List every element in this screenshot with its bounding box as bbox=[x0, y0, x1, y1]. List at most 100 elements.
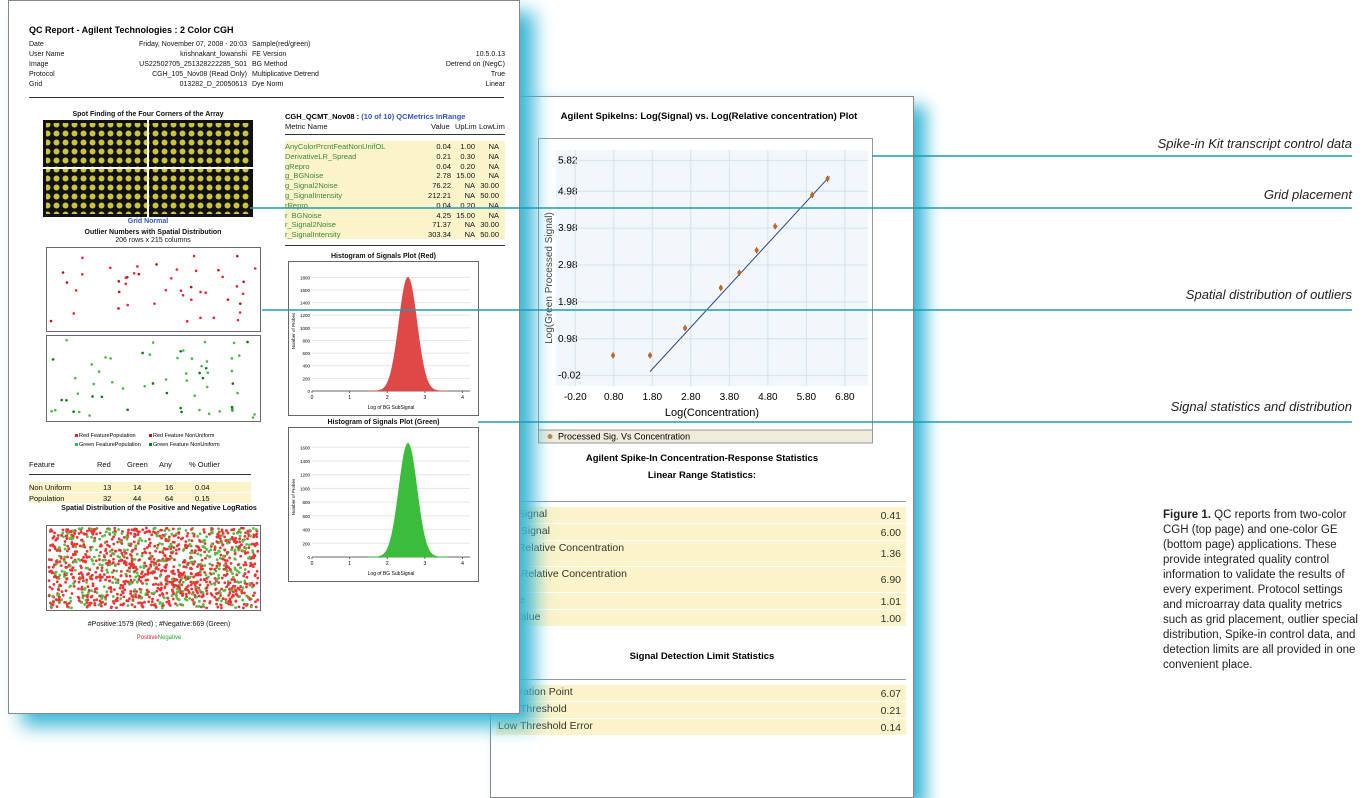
histogram-shape bbox=[367, 276, 448, 392]
data-point bbox=[810, 192, 815, 197]
outlier-dot bbox=[137, 272, 141, 276]
logratio-dot bbox=[85, 580, 88, 584]
table-cell: 0.21 bbox=[436, 151, 451, 161]
legend-entry: Red FeaturePopulation bbox=[75, 433, 136, 439]
logratio-dot bbox=[88, 601, 92, 605]
logratio-dot bbox=[251, 549, 255, 553]
header-label: User Name bbox=[29, 51, 65, 58]
logratio-dot bbox=[225, 569, 229, 572]
logratio-dot bbox=[153, 526, 157, 530]
logratio-dot bbox=[195, 581, 198, 585]
outlier-dot bbox=[91, 395, 94, 398]
outlier-dot bbox=[204, 366, 208, 370]
row-bg bbox=[496, 593, 906, 610]
outlier-dot bbox=[80, 273, 84, 276]
x-tick-label: 0 bbox=[311, 561, 314, 567]
logratio-dot bbox=[185, 546, 189, 550]
outlier-dot bbox=[192, 254, 196, 258]
histogram-title: Histogram of Signals Plot (Green) bbox=[327, 419, 440, 426]
y-tick-label: 200 bbox=[302, 376, 310, 381]
logratio-dot bbox=[98, 599, 102, 603]
logratio-dot bbox=[169, 542, 173, 546]
logratio-dot bbox=[196, 565, 199, 568]
logratio-dot bbox=[158, 534, 162, 538]
row-bg bbox=[285, 229, 505, 239]
logratio-dot bbox=[235, 531, 239, 535]
logratio-dot bbox=[87, 555, 91, 559]
logratio-dot bbox=[196, 591, 199, 595]
logratio-dot bbox=[199, 548, 203, 552]
logratio-dot bbox=[115, 569, 119, 573]
row-bg bbox=[285, 160, 505, 171]
logratio-dot bbox=[177, 590, 181, 593]
rule bbox=[285, 245, 505, 246]
logratio-dot bbox=[108, 563, 112, 567]
logratio-dot bbox=[77, 587, 80, 591]
logratio-dot bbox=[108, 575, 111, 579]
logratio-dot bbox=[111, 531, 115, 534]
logratio-dot bbox=[183, 597, 187, 601]
logratio-title: Spatial Distribution of the Positive and… bbox=[61, 505, 257, 512]
logratio-dot bbox=[197, 600, 201, 603]
logratio-dot bbox=[197, 594, 201, 598]
logratio-dot bbox=[249, 605, 253, 609]
logratio-dot bbox=[196, 545, 200, 549]
logratio-dot bbox=[142, 564, 146, 568]
report-title: QC Report - Agilent Technologies : 2 Col… bbox=[29, 25, 234, 35]
logratio-dot bbox=[244, 552, 247, 555]
header-label: Sample(red/green) bbox=[252, 41, 311, 48]
logratio-dot bbox=[191, 562, 195, 566]
logratio-dot bbox=[252, 565, 255, 569]
rule bbox=[285, 134, 505, 135]
logratio-dot bbox=[120, 542, 124, 545]
logratio-dot bbox=[129, 590, 133, 593]
logratio-dot bbox=[201, 540, 204, 544]
logratio-dot bbox=[238, 540, 242, 544]
logratio-dot bbox=[238, 545, 241, 548]
logratio-dot bbox=[229, 561, 233, 565]
logratio-dot bbox=[217, 596, 221, 600]
logratio-dot bbox=[149, 571, 153, 575]
table-cell: 0.04 bbox=[195, 483, 210, 492]
logratio-dot bbox=[188, 597, 192, 600]
logratio-dot bbox=[81, 559, 85, 563]
logratio-dot bbox=[52, 600, 55, 604]
logratio-dot bbox=[134, 547, 137, 551]
data-point bbox=[825, 176, 830, 181]
logratio-dot bbox=[201, 603, 205, 606]
table-cell: 13 bbox=[103, 483, 112, 492]
table-cell: 0.15 bbox=[195, 494, 210, 503]
logratio-dot bbox=[205, 586, 209, 590]
x-tick-label: -0.20 bbox=[564, 392, 587, 403]
logratio-dot bbox=[71, 545, 75, 548]
logratio-dot bbox=[219, 594, 223, 597]
logratio-dot bbox=[160, 536, 164, 540]
logratio-dot bbox=[152, 563, 156, 567]
logratio-dot bbox=[63, 555, 67, 559]
legend-entry: Red Feature NonUniform bbox=[149, 433, 214, 439]
logratio-dot bbox=[199, 573, 202, 577]
y-tick-label: 1400 bbox=[300, 301, 311, 306]
logratio-dot bbox=[180, 573, 184, 577]
logratio-dot bbox=[178, 582, 182, 586]
logratio-dot bbox=[71, 534, 75, 538]
logratio-dot bbox=[165, 527, 168, 530]
logratio-dot bbox=[239, 566, 243, 570]
outlier-dot bbox=[121, 387, 125, 390]
logratio-dot bbox=[126, 531, 130, 535]
legend-swatch bbox=[75, 434, 78, 437]
logratio-dot bbox=[84, 560, 87, 564]
table-header: Metric Name bbox=[285, 122, 328, 131]
logratio-dot bbox=[49, 569, 53, 573]
header-value: krishnakant_lowanshi bbox=[180, 51, 247, 58]
logratio-dot bbox=[132, 593, 136, 597]
logratio-dot bbox=[81, 576, 85, 580]
logratio-dot bbox=[82, 555, 85, 559]
logratio-dot bbox=[61, 593, 65, 597]
header-value: True bbox=[490, 71, 505, 78]
outlier-dot bbox=[175, 268, 179, 271]
logratio-dot bbox=[65, 549, 69, 553]
logratio-dot bbox=[81, 596, 85, 600]
callout: Signal statistics and distribution bbox=[1170, 399, 1352, 414]
x-tick-label: 1.80 bbox=[643, 392, 663, 403]
